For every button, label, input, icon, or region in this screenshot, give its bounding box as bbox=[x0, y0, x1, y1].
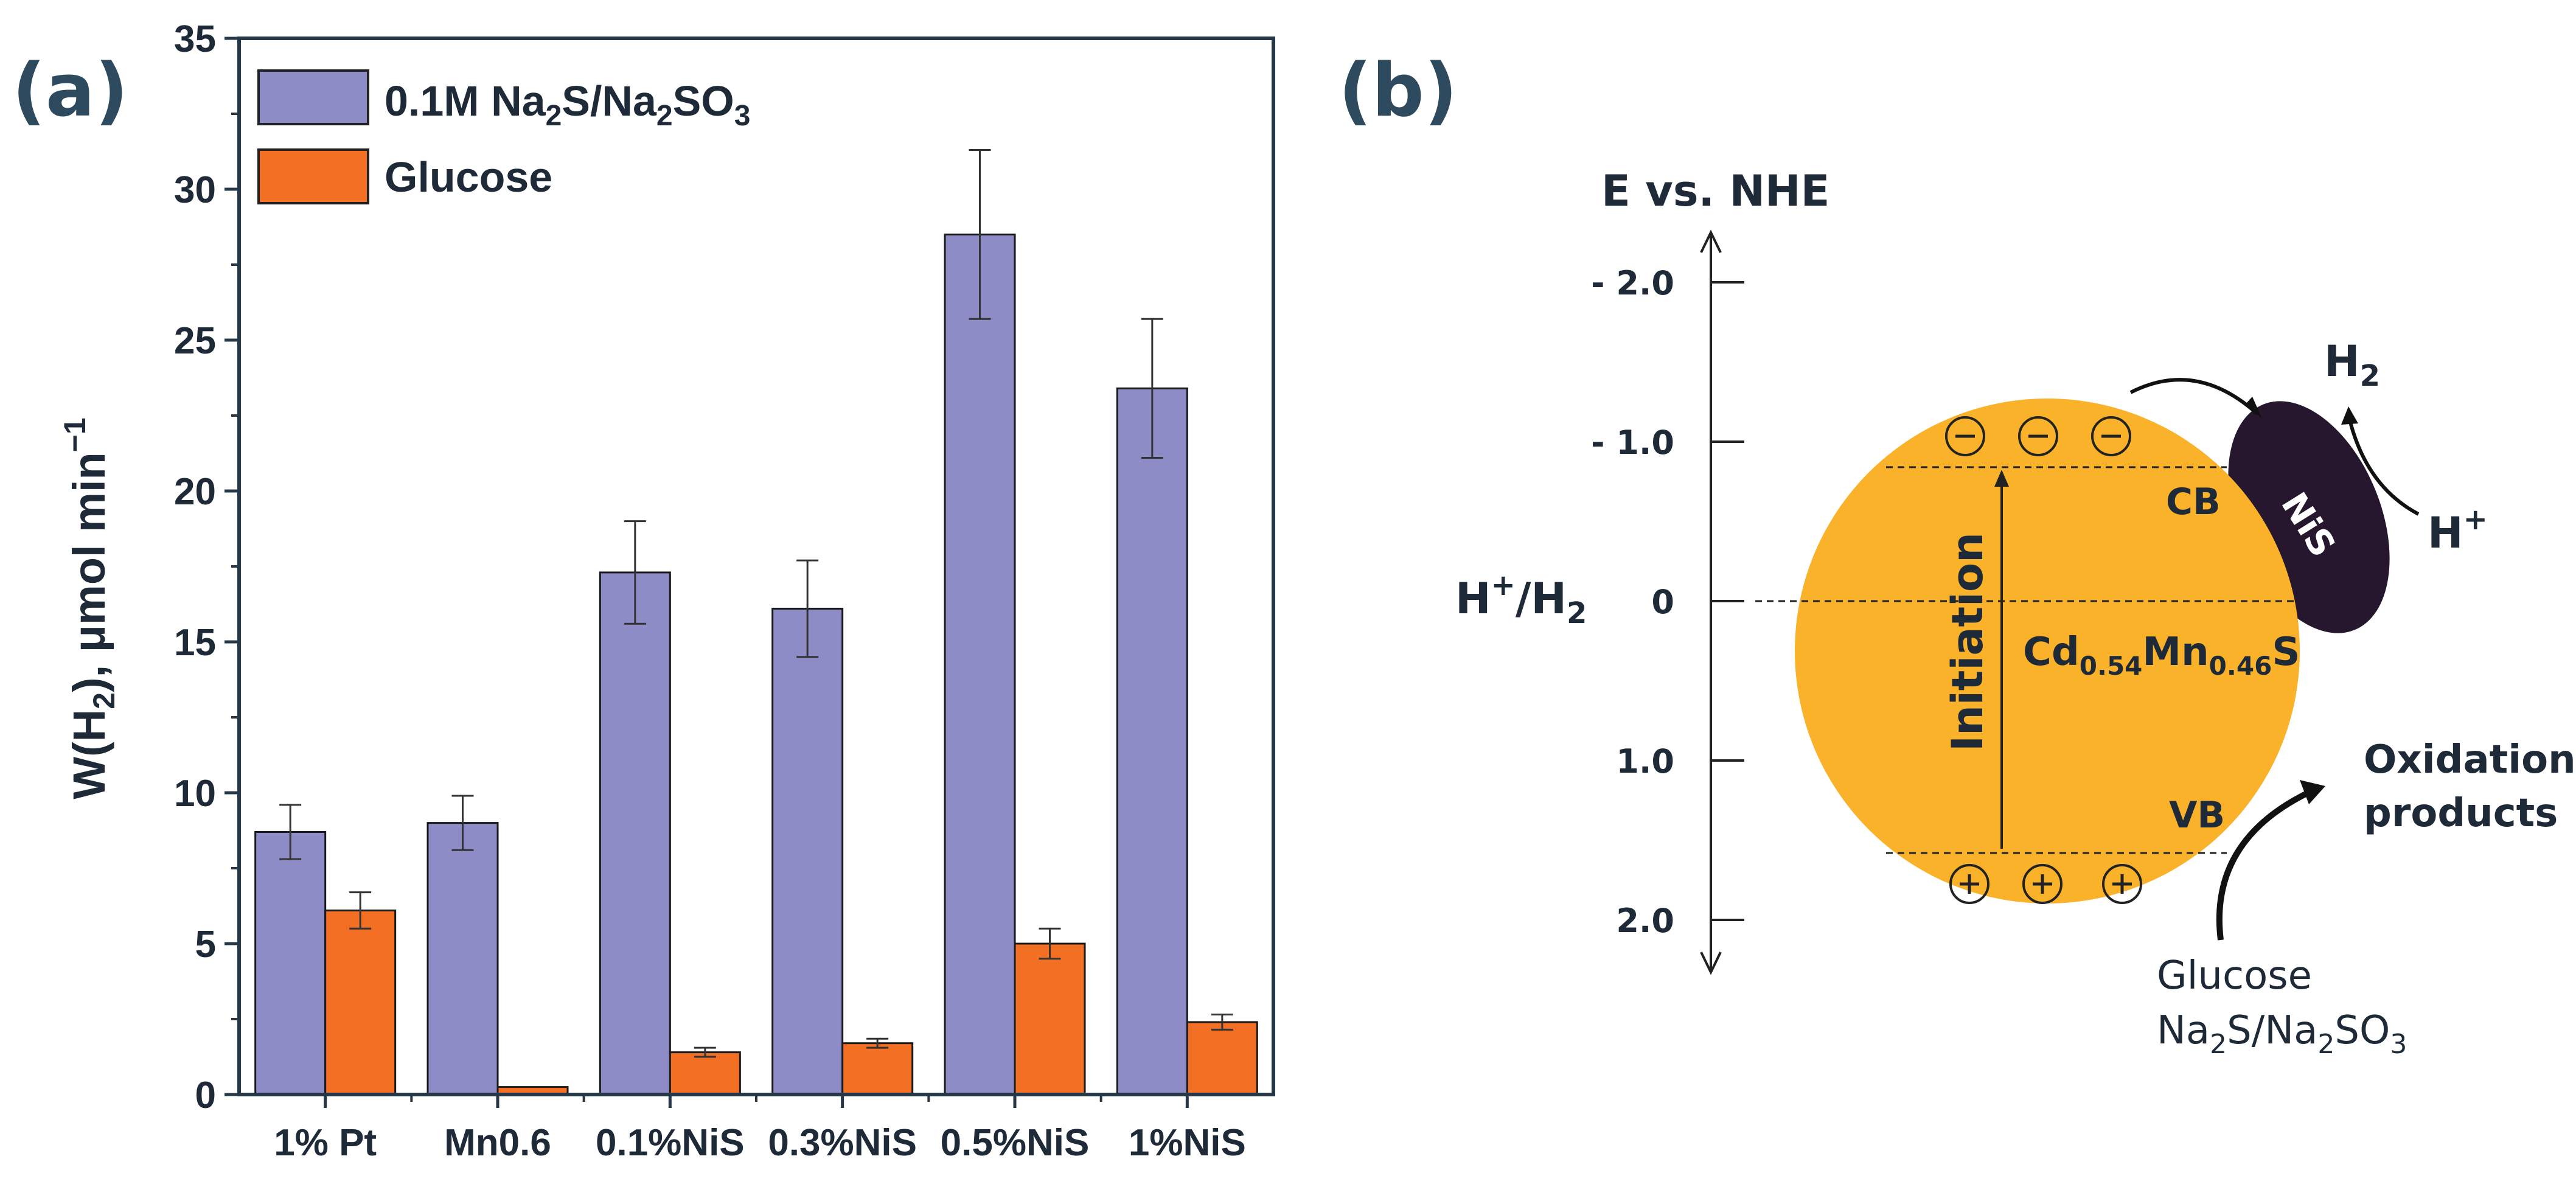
bar-glucose bbox=[669, 1051, 741, 1096]
sacrificial-donor-line1: Glucose bbox=[2157, 953, 2312, 998]
energy-tick-label: 2.0 bbox=[1616, 902, 1674, 940]
legend-swatch-glucose bbox=[257, 148, 369, 204]
cb-label: CB bbox=[2166, 481, 2221, 523]
electron-icon bbox=[2091, 416, 2131, 456]
x-tick-label: 0.3%NiS bbox=[768, 1122, 917, 1164]
legend-label-sodium-sulfide: 0.1M Na2S/Na2SO3 bbox=[385, 77, 750, 132]
hole-icon bbox=[2022, 864, 2063, 904]
h2-label: H2 bbox=[2324, 336, 2380, 393]
y-tick-label: 15 bbox=[174, 622, 216, 664]
panel-label-a: (a) bbox=[12, 49, 128, 133]
legend: 0.1M Na2S/Na2SO3 Glucose bbox=[257, 69, 750, 204]
hplus-label: H+ bbox=[2428, 503, 2488, 558]
energy-axis-ticks: - 2.0 - 1.0 0 1.0 2.0 bbox=[1591, 264, 1744, 940]
y-tick-label: 30 bbox=[174, 169, 216, 211]
bar-sodium-sulfide bbox=[599, 571, 671, 1096]
bar-glucose bbox=[841, 1042, 914, 1096]
bar-glucose bbox=[1014, 942, 1086, 1096]
y-axis-label-main: W(H bbox=[64, 709, 114, 799]
oxidation-products-line2: products bbox=[2364, 791, 2558, 836]
y-axis: 0 5 10 15 20 25 30 35 bbox=[174, 18, 239, 1116]
energy-axis-arrow-bottom bbox=[1700, 952, 1722, 975]
energy-tick-label: 1.0 bbox=[1616, 742, 1674, 781]
legend-label-glucose: Glucose bbox=[385, 153, 552, 201]
oxidation-arrow bbox=[2216, 788, 2314, 941]
bar-glucose bbox=[1186, 1021, 1258, 1096]
initiation-arrow-head bbox=[1994, 470, 2009, 487]
bar-chart: (a) W(H2), μmol min−1 0 5 10 15 20 25 30 35 1% … bbox=[12, 18, 1275, 1164]
y-axis-label-sup: −1 bbox=[58, 417, 92, 452]
oxidation-arrow-head bbox=[2300, 780, 2325, 804]
y-axis-label-rest: ), μmol min bbox=[64, 452, 114, 692]
bar-sodium-sulfide bbox=[944, 233, 1016, 1096]
bar-sodium-sulfide bbox=[254, 830, 327, 1096]
legend-swatch-sodium-sulfide bbox=[257, 69, 369, 125]
energy-axis-arrow-top bbox=[1700, 229, 1722, 253]
y-axis-label: W(H2), μmol min−1 bbox=[58, 417, 121, 799]
sacrificial-donor-line2: Na2S/Na2SO3 bbox=[2157, 1008, 2407, 1060]
energy-tick-label: - 2.0 bbox=[1591, 264, 1674, 302]
y-tick-label: 0 bbox=[195, 1074, 216, 1116]
x-tick-label: 0.5%NiS bbox=[941, 1122, 1090, 1164]
y-axis-label-sub: 2 bbox=[87, 692, 121, 709]
x-tick-label: 0.1%NiS bbox=[596, 1122, 745, 1164]
y-tick-label: 35 bbox=[174, 18, 216, 60]
energy-tick-label: 0 bbox=[1651, 583, 1674, 621]
bar-sodium-sulfide bbox=[771, 607, 844, 1096]
energy-tick-label: - 1.0 bbox=[1591, 423, 1674, 462]
x-tick-label: 1% Pt bbox=[274, 1122, 377, 1164]
initiation-label: Initiation bbox=[1943, 532, 1993, 751]
electron-transfer-arrow-head bbox=[2245, 397, 2262, 419]
semiconductor-formula: Cd0.54Mn0.46S bbox=[2023, 630, 2300, 681]
y-tick-label: 5 bbox=[195, 924, 216, 966]
bar-series bbox=[254, 233, 1258, 1096]
y-tick-label: 20 bbox=[174, 471, 216, 513]
oxidation-products-line1: Oxidation bbox=[2364, 737, 2576, 782]
y-tick-label: 25 bbox=[174, 320, 216, 362]
band-diagram: (b) E vs. NHE - 2.0- 1.001.02.0 H+/H2 Ni… bbox=[1338, 49, 2576, 1060]
panel-label-b: (b) bbox=[1338, 49, 1458, 133]
electron-icon bbox=[2018, 416, 2058, 456]
plot-frame bbox=[237, 37, 1275, 1096]
error-bars bbox=[279, 149, 1233, 1058]
hole-icon bbox=[1949, 864, 1989, 904]
semiconductor-particle bbox=[1795, 399, 2300, 903]
bar-sodium-sulfide bbox=[1116, 387, 1188, 1096]
electron-transfer-arrow bbox=[2129, 378, 2259, 416]
reduction-arrow bbox=[2348, 419, 2420, 516]
x-tick-label: 1%NiS bbox=[1129, 1122, 1246, 1164]
redox-potential-label: H+/H2 bbox=[1455, 568, 1587, 630]
bar-glucose bbox=[324, 909, 397, 1096]
reduction-arrow-head bbox=[2341, 406, 2358, 425]
y-tick-label: 10 bbox=[174, 773, 216, 815]
vb-label: VB bbox=[2169, 794, 2225, 837]
electron-icon bbox=[1945, 416, 1985, 456]
charge-carriers bbox=[1945, 416, 2142, 904]
energy-axis-title: E vs. NHE bbox=[1601, 166, 1829, 216]
x-axis: 1% Pt Mn0.6 0.1%NiS 0.3%NiS 0.5%NiS 1%NiS bbox=[274, 1095, 1246, 1164]
hole-icon bbox=[2102, 864, 2142, 904]
bar-sodium-sulfide bbox=[426, 822, 499, 1096]
x-tick-label: Mn0.6 bbox=[444, 1122, 551, 1164]
